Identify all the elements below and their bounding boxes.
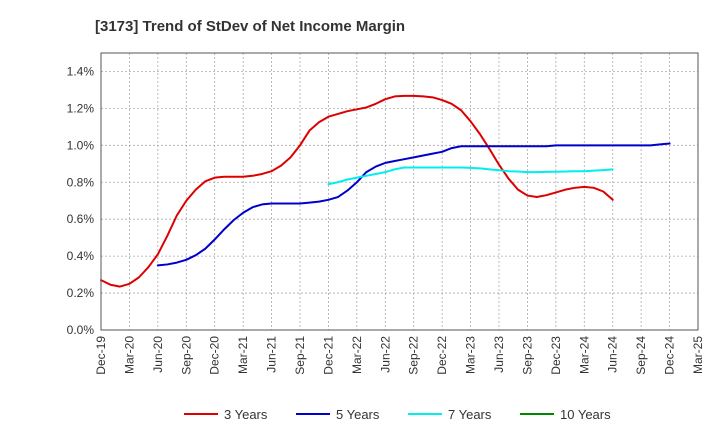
x-axis-tick-labels: Dec-19 Mar-20 Jun-20 Sep-20 Dec-20 Mar-21 Jun-… (94, 336, 705, 375)
y-tick-label: 0.6% (67, 212, 95, 226)
x-tick-label: Sep-24 (634, 336, 648, 375)
legend: 3 Years 5 Years 7 Years 10 Years (184, 407, 611, 422)
series-line-7-years (327, 166, 614, 186)
y-tick-label: 0.0% (67, 323, 95, 337)
series-lines (100, 94, 671, 288)
x-tick-label: Jun-21 (265, 336, 279, 373)
plot-border (100, 52, 699, 331)
x-tick-label: Dec-24 (663, 336, 677, 375)
x-tick-label: Jun-20 (151, 336, 165, 373)
legend-label: 5 Years (336, 407, 380, 422)
x-tick-label: Dec-20 (208, 336, 222, 375)
y-axis-tick-labels: 0.0% 0.2% 0.4% 0.6% 0.8% 1.0% 1.2% 1.4% (67, 64, 95, 337)
x-tick-label: Sep-20 (179, 336, 193, 375)
y-tick-label: 1.4% (67, 64, 95, 78)
chart-title: [3173] Trend of StDev of Net Income Marg… (95, 18, 405, 35)
x-tick-label: Sep-22 (407, 336, 421, 375)
x-tick-label: Jun-22 (378, 336, 392, 373)
legend-label: 3 Years (224, 407, 268, 422)
y-tick-label: 0.4% (67, 249, 95, 263)
legend-label: 7 Years (448, 407, 492, 422)
series-line-5-years (156, 142, 671, 267)
x-tick-label: Jun-24 (606, 336, 620, 373)
y-tick-label: 0.2% (67, 286, 95, 300)
x-tick-label: Mar-22 (350, 336, 364, 374)
x-tick-label: Sep-23 (520, 336, 534, 375)
legend-label: 10 Years (560, 407, 611, 422)
x-tick-label: Mar-21 (236, 336, 250, 374)
x-tick-label: Dec-19 (94, 336, 108, 375)
y-tick-label: 1.0% (67, 138, 95, 152)
series-line-3-years (100, 94, 614, 288)
y-tick-label: 0.8% (67, 175, 95, 189)
x-tick-label: Mar-23 (464, 336, 478, 374)
x-tick-label: Mar-20 (122, 336, 136, 374)
x-tick-label: Dec-23 (549, 336, 563, 375)
x-tick-label: Mar-24 (577, 336, 591, 374)
x-tick-label: Dec-22 (435, 336, 449, 375)
y-tick-label: 1.2% (67, 101, 95, 115)
x-tick-label: Sep-21 (293, 336, 307, 375)
plot-area (101, 53, 698, 330)
x-tick-label: Mar-25 (691, 336, 705, 374)
x-tick-label: Jun-23 (492, 336, 506, 373)
x-tick-label: Dec-21 (321, 336, 335, 375)
